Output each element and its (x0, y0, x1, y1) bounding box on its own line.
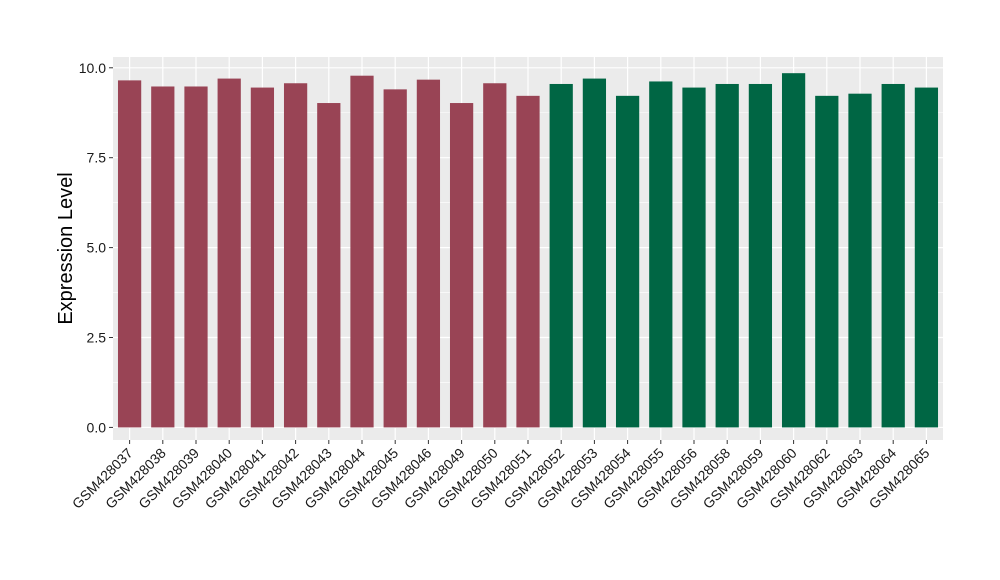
bar-GSM428055 (649, 81, 673, 428)
bar-GSM428037 (117, 80, 142, 428)
bar-GSM428041 (250, 87, 275, 428)
bar-GSM428065 (914, 87, 939, 428)
bar-GSM428056 (682, 87, 706, 428)
bar-GSM428060 (781, 73, 806, 428)
bar-GSM428063 (848, 93, 872, 428)
bar-GSM428039 (184, 86, 208, 428)
bar-GSM428045 (383, 89, 407, 428)
bar-GSM428043 (317, 103, 341, 428)
bar-GSM428064 (881, 83, 905, 428)
bar-GSM428053 (582, 78, 607, 428)
bar-GSM428038 (151, 86, 175, 428)
x-axis: GSM428037GSM428038GSM428039GSM428040GSM4… (69, 440, 933, 512)
bar-GSM428062 (815, 95, 839, 428)
y-tick-label: 5.0 (87, 240, 107, 256)
bar-GSM428049 (449, 103, 474, 428)
y-axis: 0.0 2.5 5.0 7.5 10.0 (79, 60, 113, 435)
bar-GSM428046 (416, 79, 441, 428)
y-tick-label: 7.5 (87, 150, 107, 166)
bar-GSM428042 (283, 83, 308, 428)
bars (117, 73, 939, 428)
bar-GSM428040 (217, 78, 241, 428)
y-tick-label: 2.5 (87, 330, 107, 346)
bar-GSM428058 (715, 83, 739, 428)
bar-GSM428051 (516, 95, 540, 428)
y-tick-label: 10.0 (79, 60, 106, 76)
bar-GSM428059 (748, 83, 773, 428)
bar-GSM428054 (615, 95, 640, 428)
y-tick-label: 0.0 (87, 419, 107, 435)
bar-GSM428044 (350, 75, 374, 428)
bar-GSM428052 (549, 83, 573, 428)
bar-GSM428050 (483, 83, 507, 428)
y-axis-title: Expression Level (55, 172, 77, 324)
